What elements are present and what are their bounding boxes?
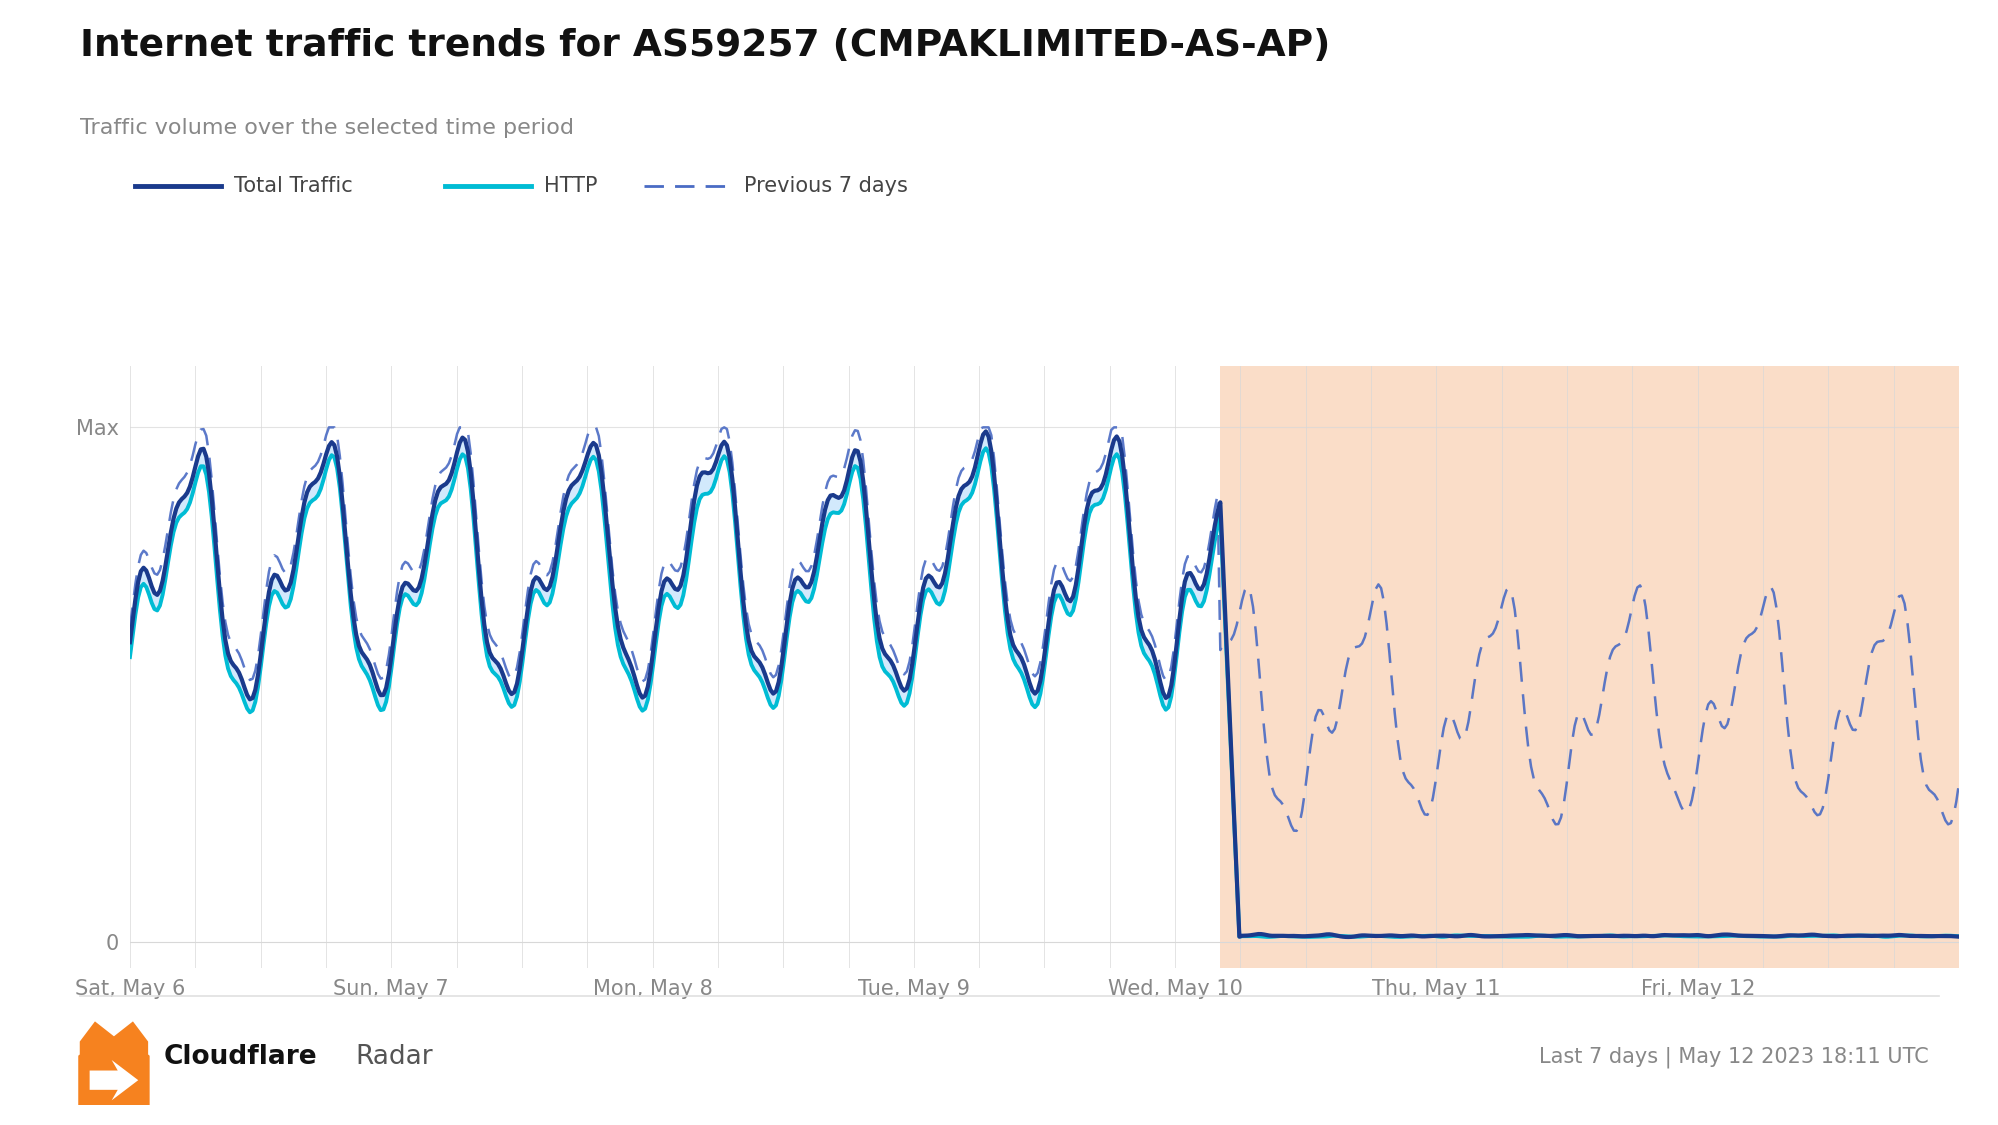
Text: Internet traffic trends for AS59257 (CMPAKLIMITED-AS-AP): Internet traffic trends for AS59257 (CMP…	[80, 28, 1331, 64]
Bar	[1219, 366, 1958, 967]
Polygon shape	[80, 1022, 148, 1056]
Text: Traffic volume over the selected time period: Traffic volume over the selected time pe…	[80, 118, 573, 138]
Text: Radar: Radar	[356, 1044, 434, 1071]
Text: Previous 7 days: Previous 7 days	[743, 176, 907, 196]
Text: HTTP: HTTP	[543, 176, 597, 196]
Text: Cloudflare: Cloudflare	[164, 1044, 318, 1071]
Polygon shape	[90, 1060, 138, 1100]
FancyBboxPatch shape	[78, 1055, 150, 1107]
Text: Last 7 days | May 12 2023 18:11 UTC: Last 7 days | May 12 2023 18:11 UTC	[1538, 1046, 1928, 1069]
Text: Total Traffic: Total Traffic	[234, 176, 352, 196]
